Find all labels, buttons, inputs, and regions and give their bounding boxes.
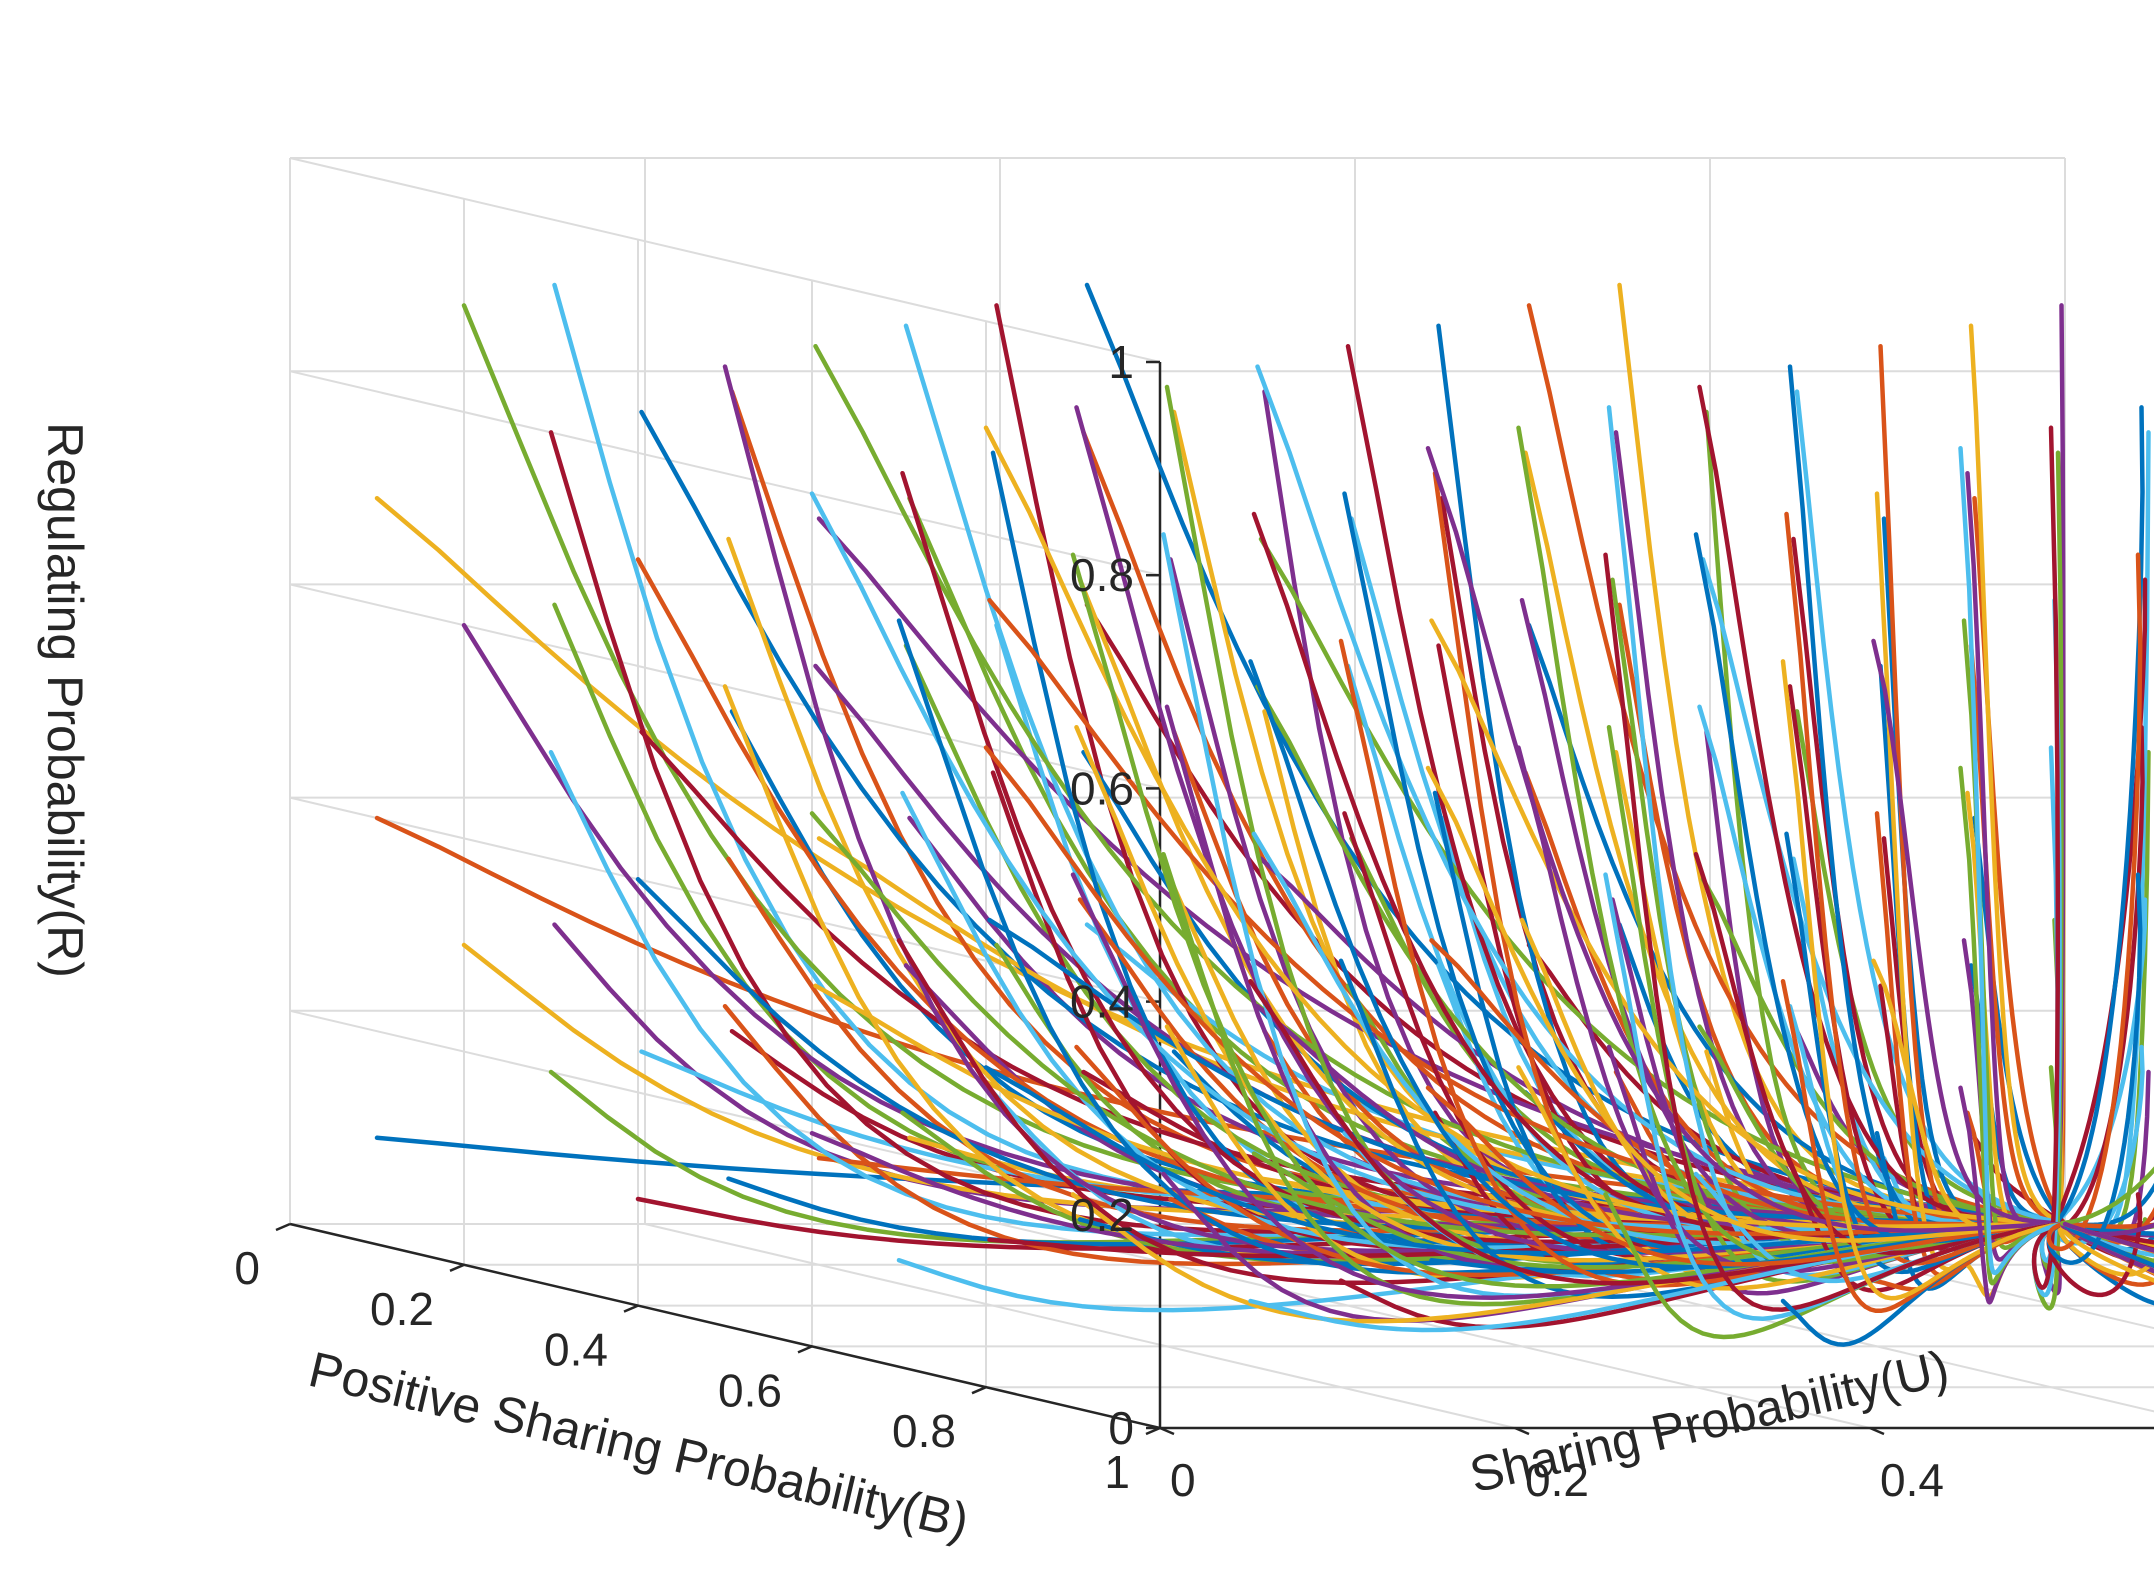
y-tick-mark: [1514, 1426, 1530, 1436]
x-tick-label: 0.8: [892, 1405, 956, 1457]
x-tick-label: 0.4: [544, 1324, 608, 1376]
trajectory-curve: [2062, 1221, 2154, 1268]
tick-labels: 00.20.40.60.8100.20.40.60.8100.20.40.60.…: [234, 336, 1944, 1506]
trajectory-curve: [1425, 765, 2068, 1243]
trajectory-curve: [2057, 1221, 2154, 1277]
x-tick-label: 1: [1104, 1446, 1130, 1498]
trajectory-curves: [374, 282, 2154, 1347]
grid-line: [289, 157, 1161, 363]
grid-line: [289, 370, 1161, 577]
x-tick-mark: [449, 1263, 465, 1272]
grid-line: [999, 1223, 1871, 1429]
trajectory-curve: [983, 425, 2068, 1229]
trajectory-curve: [1958, 445, 2068, 1276]
x-tick-mark: [275, 1222, 291, 1232]
trajectory-curve: [1968, 323, 2068, 1227]
z-axis-title: Regulating Probability(R): [37, 422, 93, 978]
z-tick-label: 0.4: [1070, 976, 1134, 1028]
trajectory-curve: [1871, 638, 2068, 1227]
trajectory-curve: [2046, 552, 2143, 1252]
y-tick-mark: [1159, 1426, 1175, 1436]
trajectory-curve: [2058, 577, 2148, 1227]
y-tick-label: 0.2: [1525, 1454, 1589, 1506]
grid-line: [644, 1223, 1516, 1429]
z-tick-label: 0.8: [1070, 549, 1134, 601]
trajectory-curve: [1425, 445, 2068, 1233]
trajectory-curve: [2031, 425, 2068, 1290]
x-tick-mark: [623, 1304, 639, 1313]
x-tick-mark: [797, 1345, 813, 1354]
trajectory-curve: [2060, 1221, 2154, 1283]
trajectory-curve: [2062, 1221, 2154, 1245]
trajectory-curve: [2062, 1221, 2154, 1253]
z-tick-label: 0: [1108, 1402, 1134, 1454]
trajectory-curve: [1603, 552, 2068, 1312]
z-tick-label: 0.2: [1070, 1189, 1134, 1241]
z-tick-label: 1: [1108, 336, 1134, 388]
trajectory-curve: [2060, 1166, 2154, 1227]
y-tick-mark: [1869, 1426, 1885, 1436]
x-axis-title: Positive Sharing Probability(B): [304, 1341, 974, 1550]
trajectory-curve: [2062, 1221, 2154, 1229]
x-tick-label: 0.6: [718, 1364, 782, 1416]
y-tick-label: 0: [1170, 1454, 1196, 1506]
x-tick-label: 0: [234, 1242, 260, 1294]
x-tick-label: 0.2: [370, 1283, 434, 1335]
trajectory-curve: [983, 1065, 2068, 1256]
x-axis-line: [289, 1222, 1161, 1430]
x-tick-mark: [1145, 1426, 1161, 1436]
z-tick-label: 0.6: [1070, 762, 1134, 814]
y-tick-label: 0.4: [1880, 1454, 1944, 1506]
trajectory-curve: [1780, 659, 2068, 1301]
x-tick-mark: [971, 1386, 987, 1395]
trajectory-curve: [1425, 1085, 2068, 1267]
